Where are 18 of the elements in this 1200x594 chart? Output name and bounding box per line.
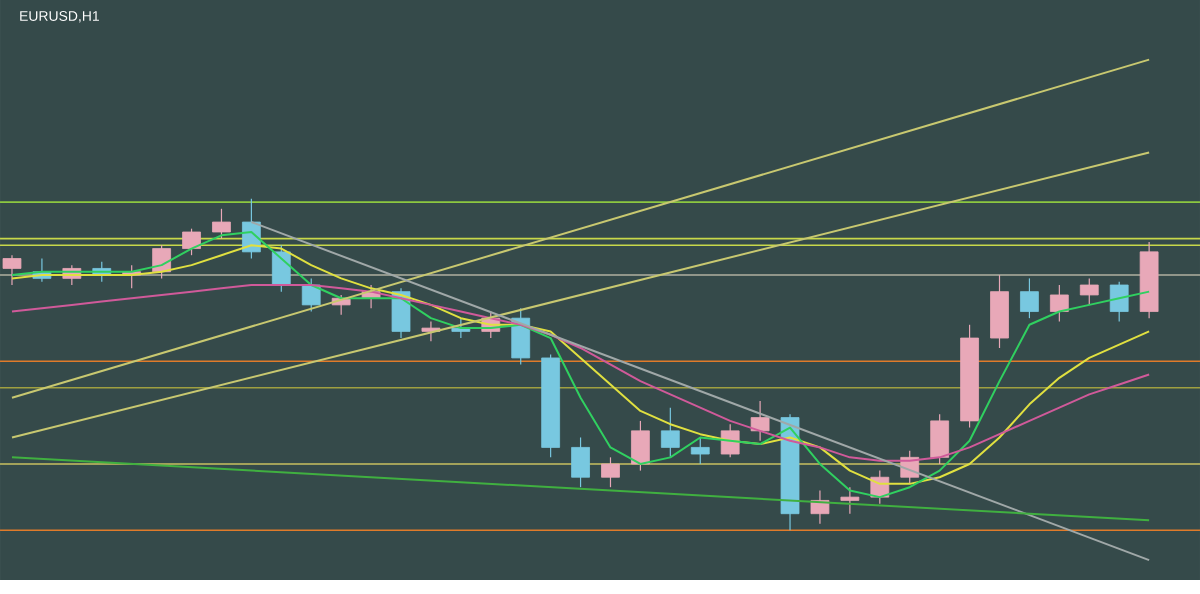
candlestick — [631, 420, 650, 472]
candlestick — [690, 437, 710, 465]
candlestick — [930, 413, 950, 465]
candlestick — [1079, 277, 1099, 306]
candlestick — [840, 486, 860, 515]
candlestick — [212, 208, 231, 240]
candlestick — [1109, 281, 1129, 323]
candlestick — [990, 274, 1009, 349]
candlestick — [601, 456, 620, 488]
candlestick — [720, 423, 740, 459]
candlestick — [1020, 277, 1039, 319]
candlestick — [571, 437, 590, 488]
candlestick — [2, 254, 22, 286]
candlestick — [1049, 284, 1069, 323]
candlestick — [660, 407, 680, 459]
candlestick — [750, 400, 770, 442]
candlestick — [301, 277, 321, 313]
candlestick — [182, 228, 201, 256]
